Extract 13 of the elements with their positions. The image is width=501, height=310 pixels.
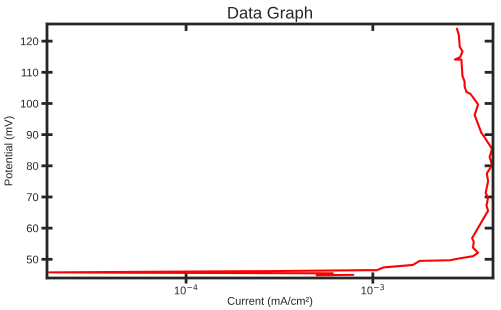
y-tick-label: 90 <box>26 130 38 139</box>
chart-title: Data Graph <box>228 6 312 22</box>
y-tick-label: 120 <box>20 37 38 46</box>
y-axis-title: Potential (mV) <box>4 116 15 186</box>
y-tick-label: 50 <box>26 256 38 264</box>
y-tick-label: 80 <box>26 162 38 170</box>
y-tick-label: 110 <box>22 68 38 76</box>
y-tick-label: 100 <box>20 100 38 108</box>
y-tick-label: 60 <box>26 224 38 232</box>
y-tick-label: 70 <box>26 193 38 202</box>
x-tick-label: 10$^{−3}$ <box>362 284 384 294</box>
x-tick-label: 10$^{−4}$ <box>174 284 198 294</box>
x-axis-title: Current (mA/cm²) <box>228 296 312 308</box>
